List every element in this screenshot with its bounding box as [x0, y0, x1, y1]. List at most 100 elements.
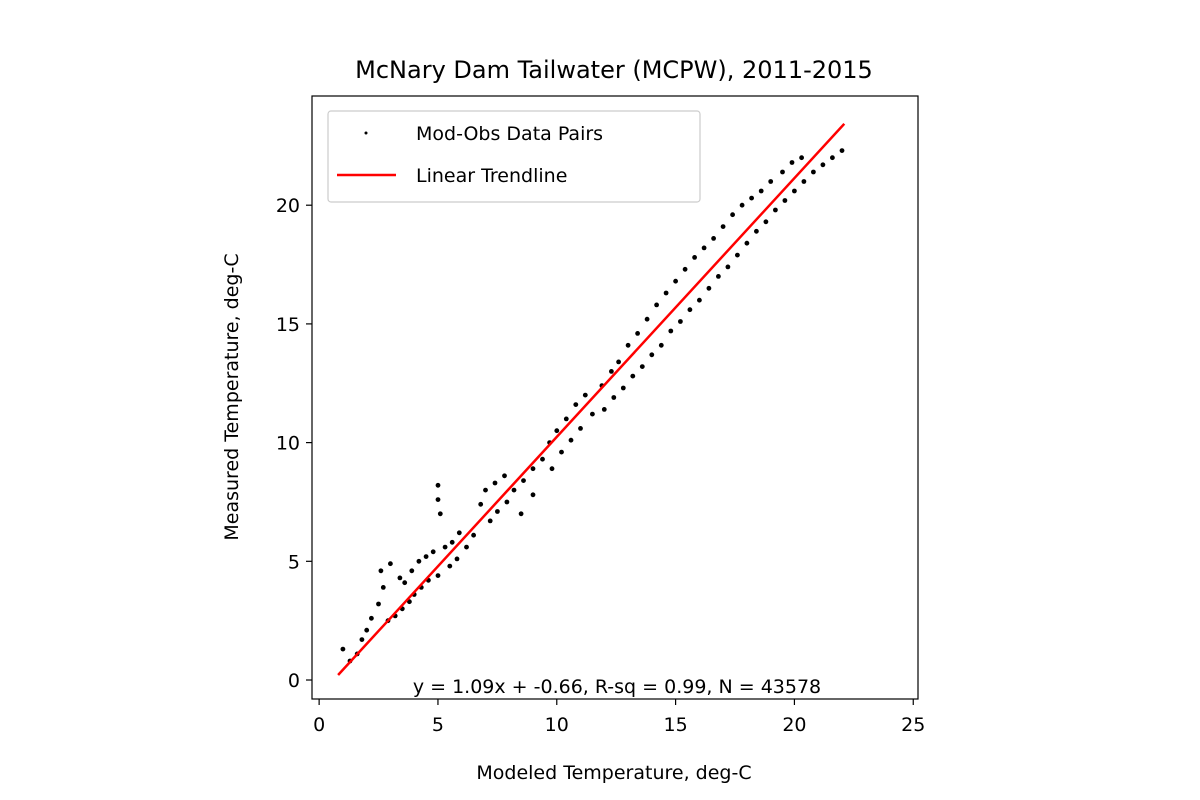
x-tick-label: 15 [664, 714, 688, 736]
scatter-point [739, 202, 745, 208]
scatter-point [649, 352, 655, 358]
y-tick-label: 10 [276, 433, 300, 455]
scatter-point [763, 219, 769, 225]
x-axis-label: Modeled Temperature, deg-C [476, 762, 751, 784]
scatter-point [540, 456, 545, 462]
scatter-point [437, 511, 443, 517]
scatter-point [447, 563, 453, 569]
scatter-point [758, 188, 764, 194]
scatter-point [492, 480, 498, 486]
legend-box [327, 110, 701, 203]
scatter-point [780, 169, 785, 175]
scatter-point [340, 646, 346, 652]
scatter-point [573, 402, 579, 407]
scatter-point [397, 575, 403, 581]
scatter-point [364, 627, 370, 633]
scatter-point [692, 255, 697, 260]
scatter-point [820, 162, 826, 168]
scatter-point [590, 411, 595, 417]
scatter-point [782, 198, 788, 203]
legend: Mod-Obs Data Pairs Linear Trendline [327, 110, 701, 203]
scatter-point [423, 554, 429, 559]
scatter-point [504, 499, 510, 505]
scatter-point [711, 236, 716, 241]
scatter-point [754, 228, 759, 234]
regression-annotation: y = 1.09x + -0.66, R-sq = 0.99, N = 4357… [413, 676, 821, 698]
scatter-point [471, 532, 476, 538]
chart-title: McNary Dam Tailwater (MCPW), 2011-2015 [355, 56, 873, 84]
scatter-point [830, 155, 835, 161]
trendline-series [337, 122, 846, 676]
scatter-point [435, 497, 441, 502]
scatter-point [530, 466, 536, 472]
scatter-point [639, 364, 645, 369]
scatter-point [409, 568, 415, 574]
scatter-point [792, 188, 797, 194]
scatter-point [839, 148, 845, 154]
legend-trendline-label: Linear Trendline [416, 165, 567, 187]
scatter-point [435, 573, 441, 578]
scatter-point [799, 155, 804, 161]
scatter-point [456, 530, 462, 536]
x-tick-label: 25 [901, 714, 925, 736]
scatter-point [773, 207, 778, 213]
scatter-point [697, 297, 702, 303]
scatter-point [578, 426, 583, 431]
scatter-point [730, 212, 735, 218]
scatter-point [402, 580, 408, 586]
scatter-point [616, 359, 621, 365]
scatter-point [521, 478, 526, 483]
x-tick-label: 10 [545, 714, 569, 736]
scatter-point [430, 549, 436, 555]
y-tick-label: 20 [276, 195, 300, 217]
scatter-point [630, 373, 636, 379]
scatter-point [478, 501, 484, 507]
x-axis-ticks: 0 5 10 15 20 25 [313, 699, 925, 736]
scatter-point [706, 285, 712, 291]
scatter-point [511, 487, 517, 493]
scatter-point [635, 331, 640, 336]
scatter-point [380, 585, 386, 590]
scatter-point [687, 307, 693, 313]
scatter-point [611, 395, 617, 400]
x-tick-label: 20 [782, 714, 806, 736]
scatter-point [378, 568, 384, 574]
scatter-point [749, 195, 754, 201]
scatter-series [340, 148, 845, 664]
scatter-point [673, 278, 678, 284]
scatter-point [369, 615, 374, 621]
plot-frame [311, 95, 919, 700]
scatter-point [654, 302, 659, 308]
scatter-point [495, 509, 500, 514]
scatter-point [435, 482, 441, 488]
x-tick-label: 0 [313, 714, 325, 736]
scatter-point [554, 428, 560, 434]
scatter-point [789, 160, 795, 165]
scatter-point [601, 407, 607, 412]
scatter-point [609, 369, 614, 374]
scatter-point [464, 544, 469, 550]
scatter-point [701, 245, 707, 251]
scatter-point [530, 492, 536, 498]
y-tick-label: 15 [276, 314, 300, 336]
scatter-point [668, 328, 674, 334]
scatter-point [563, 416, 569, 422]
scatter-point [449, 539, 455, 545]
scatter-point [768, 179, 774, 184]
scatter-point [359, 637, 365, 642]
scatter-point [388, 561, 393, 567]
y-tick-label: 0 [288, 670, 300, 692]
y-tick-label: 5 [288, 551, 300, 573]
legend-scatter-label: Mod-Obs Data Pairs [416, 123, 603, 145]
y-axis-label: Measured Temperature, deg-C [221, 253, 243, 540]
scatter-point [620, 385, 626, 391]
scatter-point [720, 224, 726, 230]
scatter-point [658, 342, 664, 348]
scatter-point [416, 558, 422, 564]
scatter-point [442, 544, 448, 550]
scatter-point [801, 179, 807, 184]
scatter-point [663, 290, 669, 296]
scatter-point [682, 266, 688, 272]
y-axis-ticks: 0 5 10 15 20 [276, 195, 312, 692]
